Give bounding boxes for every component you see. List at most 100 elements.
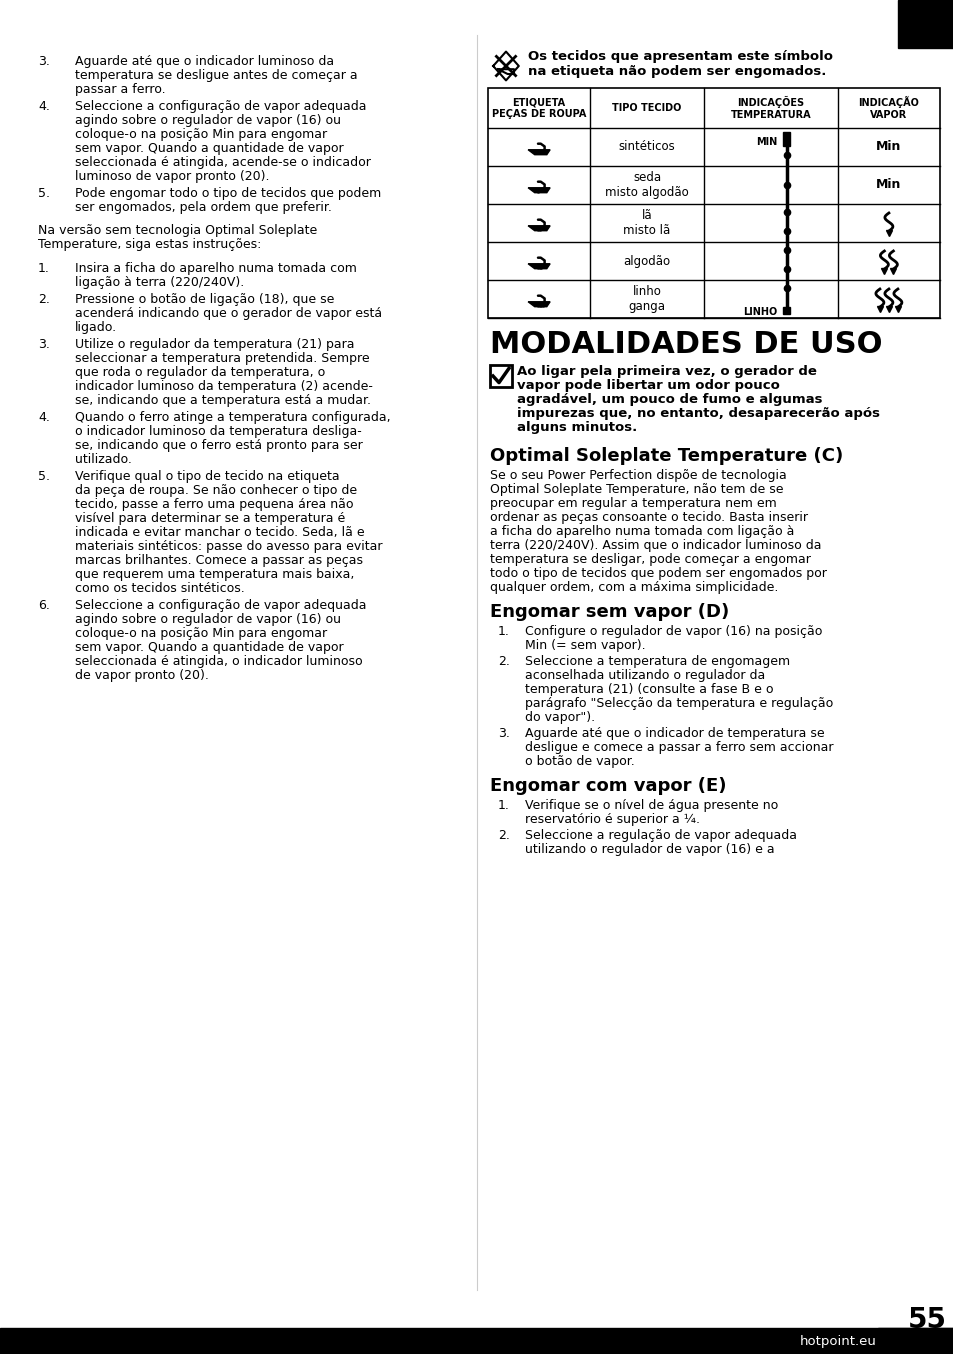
Text: Optimal Soleplate Temperature (C): Optimal Soleplate Temperature (C) (490, 447, 842, 464)
Text: hotpoint.eu: hotpoint.eu (800, 1335, 876, 1347)
Text: Engomar com vapor (E): Engomar com vapor (E) (490, 777, 726, 795)
Polygon shape (528, 264, 550, 268)
Text: MIN: MIN (756, 137, 777, 148)
Text: 2.: 2. (497, 655, 509, 668)
Text: INDICAÇÕES
TEMPERATURA: INDICAÇÕES TEMPERATURA (730, 96, 810, 121)
Text: Seleccione a configuração de vapor adequada: Seleccione a configuração de vapor adequ… (75, 100, 366, 112)
Text: se, indicando que a temperatura está a mudar.: se, indicando que a temperatura está a m… (75, 394, 371, 408)
Text: que requerem uma temperatura mais baixa,: que requerem uma temperatura mais baixa, (75, 567, 354, 581)
Text: passar a ferro.: passar a ferro. (75, 83, 166, 96)
Bar (0, 1328, 953, 1354)
Text: Ao ligar pela primeira vez, o gerador de: Ao ligar pela primeira vez, o gerador de (517, 366, 816, 378)
Bar (490, 366, 512, 387)
Text: Quando o ferro atinge a temperatura configurada,: Quando o ferro atinge a temperatura conf… (75, 412, 390, 424)
Text: 1.: 1. (497, 626, 509, 638)
Text: reservatório é superior a ¼.: reservatório é superior a ¼. (524, 812, 700, 826)
Text: MODALIDADES DE USO: MODALIDADES DE USO (490, 330, 882, 359)
Text: Verifique qual o tipo de tecido na etiqueta: Verifique qual o tipo de tecido na etiqu… (75, 470, 339, 483)
Text: Min: Min (875, 179, 901, 191)
Text: ligação à terra (220/240V).: ligação à terra (220/240V). (75, 276, 244, 288)
Text: na etiqueta não podem ser engomados.: na etiqueta não podem ser engomados. (527, 65, 825, 79)
Text: preocupar em regular a temperatura nem em: preocupar em regular a temperatura nem e… (490, 497, 776, 510)
Text: o indicador luminoso da temperatura desliga-: o indicador luminoso da temperatura desl… (75, 425, 361, 437)
Text: Os tecidos que apresentam este símbolo: Os tecidos que apresentam este símbolo (527, 50, 832, 64)
Bar (782, 307, 789, 314)
Text: parágrafo "Selecção da temperatura e regulação: parágrafo "Selecção da temperatura e reg… (524, 697, 832, 709)
Text: agindo sobre o regulador de vapor (16) ou: agindo sobre o regulador de vapor (16) o… (75, 613, 340, 626)
Bar (877, 1328, 953, 1354)
Text: Min (= sem vapor).: Min (= sem vapor). (524, 639, 645, 653)
Text: desligue e comece a passar a ferro sem accionar: desligue e comece a passar a ferro sem a… (524, 741, 833, 754)
Text: ordenar as peças consoante o tecido. Basta inserir: ordenar as peças consoante o tecido. Bas… (490, 510, 807, 524)
Polygon shape (528, 226, 550, 230)
Text: se, indicando que o ferro está pronto para ser: se, indicando que o ferro está pronto pa… (75, 439, 362, 452)
Text: a ficha do aparelho numa tomada com ligação à: a ficha do aparelho numa tomada com liga… (490, 525, 794, 538)
Text: luminoso de vapor pronto (20).: luminoso de vapor pronto (20). (75, 171, 269, 183)
Text: Seleccione a configuração de vapor adequada: Seleccione a configuração de vapor adequ… (75, 598, 366, 612)
Text: de vapor pronto (20).: de vapor pronto (20). (75, 669, 209, 682)
Text: sintéticos: sintéticos (618, 141, 675, 153)
Text: pt: pt (912, 14, 938, 35)
Text: qualquer ordem, com a máxima simplicidade.: qualquer ordem, com a máxima simplicidad… (490, 581, 778, 594)
Text: como os tecidos sintéticos.: como os tecidos sintéticos. (75, 582, 245, 594)
Text: 3.: 3. (38, 338, 50, 351)
Text: indicada e evitar manchar o tecido. Seda, lã e: indicada e evitar manchar o tecido. Seda… (75, 525, 364, 539)
Text: temperatura (21) (consulte a fase B e o: temperatura (21) (consulte a fase B e o (524, 682, 773, 696)
Text: alguns minutos.: alguns minutos. (517, 421, 637, 435)
Text: o botão de vapor.: o botão de vapor. (524, 756, 634, 768)
Text: indicador luminoso da temperatura (2) acende-: indicador luminoso da temperatura (2) ac… (75, 380, 373, 393)
Text: do vapor").: do vapor"). (524, 711, 595, 724)
Text: temperatura se desligue antes de começar a: temperatura se desligue antes de começar… (75, 69, 357, 83)
Text: LINHO: LINHO (742, 307, 777, 317)
Text: Aguarde até que o indicador luminoso da: Aguarde até que o indicador luminoso da (75, 56, 334, 68)
Text: seda
misto algodão: seda misto algodão (604, 171, 688, 199)
Text: marcas brilhantes. Comece a passar as peças: marcas brilhantes. Comece a passar as pe… (75, 554, 363, 567)
Text: aconselhada utilizando o regulador da: aconselhada utilizando o regulador da (524, 669, 764, 682)
Text: 6.: 6. (38, 598, 50, 612)
Text: 4.: 4. (38, 100, 50, 112)
Polygon shape (528, 188, 550, 192)
Text: ligado.: ligado. (75, 321, 117, 334)
Text: 55: 55 (906, 1307, 945, 1334)
Text: 3.: 3. (38, 56, 50, 68)
Text: lã
misto lã: lã misto lã (622, 209, 670, 237)
Text: todo o tipo de tecidos que podem ser engomados por: todo o tipo de tecidos que podem ser eng… (490, 567, 826, 580)
Text: Utilize o regulador da temperatura (21) para: Utilize o regulador da temperatura (21) … (75, 338, 355, 351)
Text: acenderá indicando que o gerador de vapor está: acenderá indicando que o gerador de vapo… (75, 307, 382, 320)
Bar (897, 0, 953, 47)
Text: 3.: 3. (497, 727, 509, 741)
Text: Pressione o botão de ligação (18), que se: Pressione o botão de ligação (18), que s… (75, 292, 334, 306)
Text: coloque-o na posição Min para engomar: coloque-o na posição Min para engomar (75, 129, 327, 141)
Text: tecido, passe a ferro uma pequena área não: tecido, passe a ferro uma pequena área n… (75, 498, 354, 510)
Text: 2.: 2. (497, 829, 509, 842)
Text: 1.: 1. (497, 799, 509, 812)
Text: materiais sintéticos: passe do avesso para evitar: materiais sintéticos: passe do avesso pa… (75, 540, 382, 552)
Text: Se o seu Power Perfection dispõe de tecnologia: Se o seu Power Perfection dispõe de tecn… (490, 468, 786, 482)
Text: Verifique se o nível de água presente no: Verifique se o nível de água presente no (524, 799, 778, 812)
Text: INDICAÇÃO
VAPOR: INDICAÇÃO VAPOR (858, 96, 919, 121)
Text: 5.: 5. (38, 187, 50, 200)
Text: coloque-o na posição Min para engomar: coloque-o na posição Min para engomar (75, 627, 327, 640)
Text: Pode engomar todo o tipo de tecidos que podem: Pode engomar todo o tipo de tecidos que … (75, 187, 381, 200)
Text: vapor pode libertar um odor pouco: vapor pode libertar um odor pouco (517, 379, 779, 393)
Text: temperatura se desligar, pode começar a engomar: temperatura se desligar, pode começar a … (490, 552, 810, 566)
Text: seleccionada é atingida, o indicador luminoso: seleccionada é atingida, o indicador lum… (75, 655, 362, 668)
Text: Optimal Soleplate Temperature, não tem de se: Optimal Soleplate Temperature, não tem d… (490, 483, 782, 496)
Text: Insira a ficha do aparelho numa tomada com: Insira a ficha do aparelho numa tomada c… (75, 263, 356, 275)
Bar (488, 88, 939, 318)
Text: utilizado.: utilizado. (75, 454, 132, 466)
Text: 1.: 1. (38, 263, 50, 275)
Text: Seleccione a temperatura de engomagem: Seleccione a temperatura de engomagem (524, 655, 789, 668)
Text: Na versão sem tecnologia Optimal Soleplate: Na versão sem tecnologia Optimal Solepla… (38, 223, 317, 237)
Text: 2.: 2. (38, 292, 50, 306)
Text: Temperature, siga estas instruções:: Temperature, siga estas instruções: (38, 238, 261, 250)
Text: terra (220/240V). Assim que o indicador luminoso da: terra (220/240V). Assim que o indicador … (490, 539, 821, 552)
Text: sem vapor. Quando a quantidade de vapor: sem vapor. Quando a quantidade de vapor (75, 142, 343, 154)
Text: que roda o regulador da temperatura, o: que roda o regulador da temperatura, o (75, 366, 325, 379)
Text: Configure o regulador de vapor (16) na posição: Configure o regulador de vapor (16) na p… (524, 626, 821, 638)
Text: Engomar sem vapor (D): Engomar sem vapor (D) (490, 603, 728, 621)
Text: agradável, um pouco de fumo e algumas: agradável, um pouco de fumo e algumas (517, 393, 821, 406)
Text: 4.: 4. (38, 412, 50, 424)
Text: Min: Min (875, 141, 901, 153)
Polygon shape (528, 302, 550, 307)
